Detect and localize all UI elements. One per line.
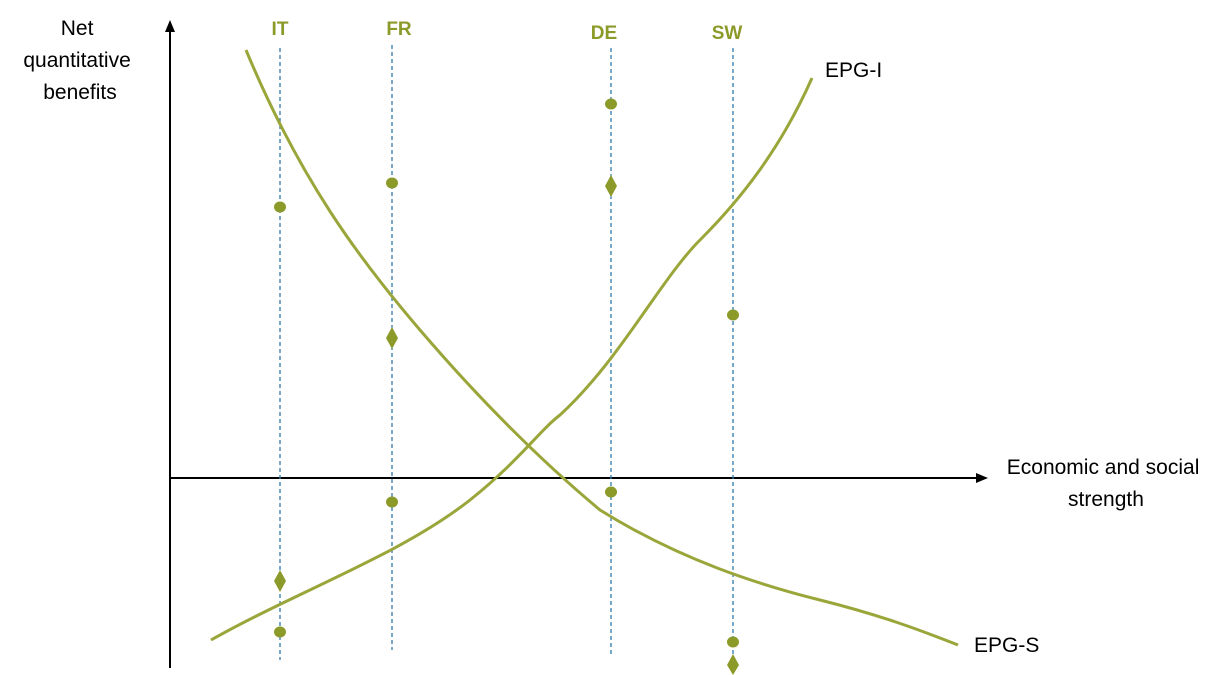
curve-epg-i — [210, 77, 814, 642]
axes — [165, 20, 988, 668]
marker-circle — [274, 626, 286, 638]
marker-circle — [605, 486, 617, 498]
marker-diamond — [274, 570, 286, 592]
y-axis-arrowhead — [165, 20, 175, 32]
country-label-it: IT — [272, 19, 289, 40]
country-label-de: DE — [591, 23, 617, 44]
curve-label-epg-s: EPG-S — [974, 634, 1039, 657]
curve-epg-s — [244, 49, 959, 647]
country-label-fr: FR — [386, 19, 412, 40]
marker-circle — [727, 309, 739, 321]
x-axis-label: Economic and social strength — [1007, 456, 1205, 511]
marker-circle — [386, 177, 398, 189]
marker-circle — [605, 98, 617, 110]
country-label-sw: SW — [712, 23, 743, 44]
country-guide-lines — [279, 45, 734, 660]
curve-label-epg-i: EPG-I — [825, 59, 882, 82]
marker-diamond — [386, 327, 398, 349]
marker-circle — [274, 201, 286, 213]
marker-diamond — [605, 175, 617, 197]
x-axis-arrowhead — [976, 473, 988, 483]
marker-diamond — [727, 654, 739, 675]
markers — [274, 98, 739, 675]
y-axis-label: Net quantitative benefits — [23, 17, 136, 104]
marker-circle — [727, 636, 739, 648]
marker-circle — [386, 496, 398, 508]
